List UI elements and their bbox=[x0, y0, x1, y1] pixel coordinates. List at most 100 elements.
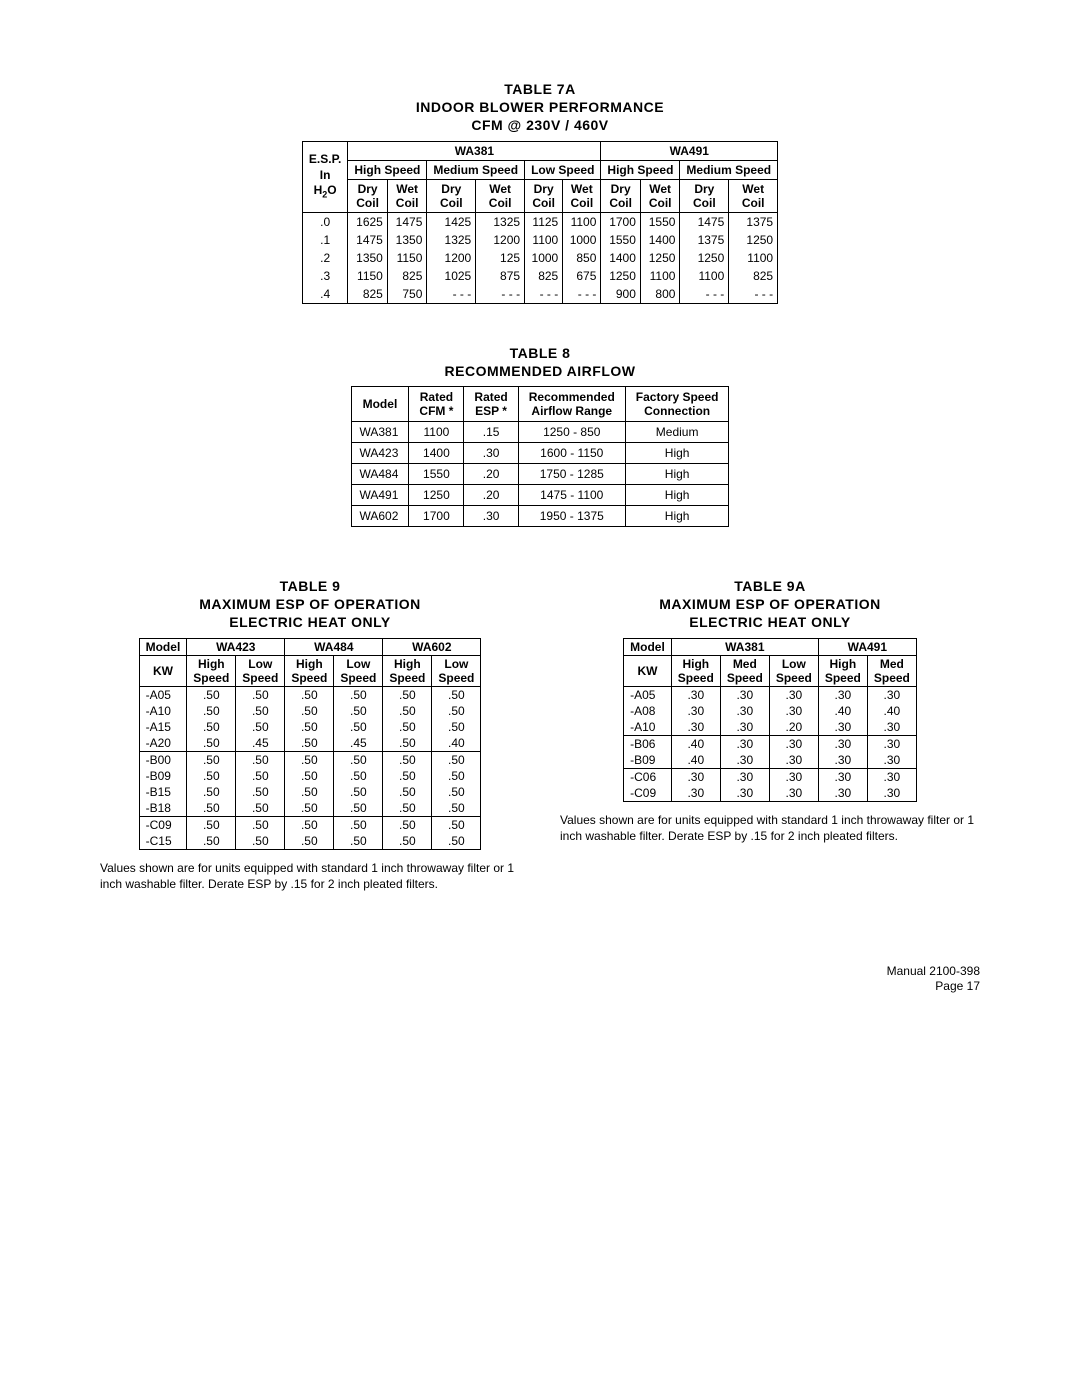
esp-cell: .30 bbox=[720, 703, 769, 719]
cfm-value: 1250 bbox=[640, 249, 680, 267]
table7a-title-1: TABLE 7A bbox=[100, 80, 980, 98]
table8-cell: WA423 bbox=[351, 442, 409, 463]
esp-cell: .30 bbox=[867, 768, 916, 785]
table9a-column: TABLE 9A MAXIMUM ESP OF OPERATION ELECTR… bbox=[560, 577, 980, 856]
cfm-value: 750 bbox=[387, 285, 427, 304]
table8-title-1: TABLE 8 bbox=[100, 344, 980, 362]
esp-cell: .30 bbox=[769, 752, 818, 769]
table8-cell: 1475 - 1100 bbox=[518, 484, 625, 505]
coil-header: DryCoil bbox=[348, 179, 388, 212]
esp-cell: -C06 bbox=[624, 768, 672, 785]
esp-cell: .30 bbox=[818, 735, 867, 752]
esp-cell: -B15 bbox=[139, 784, 187, 800]
table7a-title-3: CFM @ 230V / 460V bbox=[100, 116, 980, 134]
cfm-value: 1375 bbox=[729, 212, 778, 231]
esp-cell: .50 bbox=[285, 816, 334, 833]
cfm-value: 1475 bbox=[680, 212, 729, 231]
esp-cell: .30 bbox=[671, 686, 720, 703]
esp-cell: .30 bbox=[671, 703, 720, 719]
cfm-value: 825 bbox=[348, 285, 388, 304]
esp-cell: .50 bbox=[285, 800, 334, 817]
esp-cell: -B00 bbox=[139, 751, 187, 768]
esp-cell: .40 bbox=[867, 703, 916, 719]
esp-cell: .50 bbox=[285, 768, 334, 784]
esp-cell: .50 bbox=[187, 719, 236, 735]
esp-cell: .50 bbox=[334, 751, 383, 768]
esp-cell: .50 bbox=[236, 784, 285, 800]
table-8: ModelRatedCFM *RatedESP *RecommendedAirf… bbox=[351, 386, 730, 527]
table-row: -C15.50.50.50.50.50.50 bbox=[139, 833, 481, 850]
speed-col: High Speed bbox=[601, 160, 680, 179]
table8-header: Model bbox=[351, 386, 409, 421]
esp-cell: .50 bbox=[334, 833, 383, 850]
speed-header: LowSpeed bbox=[769, 655, 818, 686]
table8-cell: High bbox=[625, 484, 729, 505]
cfm-value: 1250 bbox=[729, 231, 778, 249]
table8-cell: 1250 bbox=[409, 484, 464, 505]
esp-cell: .30 bbox=[720, 785, 769, 802]
esp-cell: .50 bbox=[187, 703, 236, 719]
cfm-value: 1150 bbox=[348, 267, 388, 285]
cfm-value: 1700 bbox=[601, 212, 641, 231]
coil-header: WetCoil bbox=[476, 179, 525, 212]
cfm-value: 1025 bbox=[427, 267, 476, 285]
cfm-value: 1400 bbox=[640, 231, 680, 249]
cfm-value: - - - bbox=[476, 285, 525, 304]
model-col: WA491 bbox=[818, 638, 916, 655]
cfm-value: 875 bbox=[476, 267, 525, 285]
cfm-value: 825 bbox=[525, 267, 563, 285]
cfm-value: 850 bbox=[563, 249, 601, 267]
table9-note: Values shown are for units equipped with… bbox=[100, 860, 520, 892]
table8-cell: Medium bbox=[625, 421, 729, 442]
esp-cell: .30 bbox=[720, 735, 769, 752]
esp-cell: .50 bbox=[236, 703, 285, 719]
kw-header: KW bbox=[139, 655, 187, 686]
cfm-value: 1100 bbox=[680, 267, 729, 285]
table9a-note: Values shown are for units equipped with… bbox=[560, 812, 980, 844]
esp-cell: .40 bbox=[432, 735, 481, 752]
table8-cell: 1950 - 1375 bbox=[518, 505, 625, 526]
coil-header: DryCoil bbox=[525, 179, 563, 212]
speed-header: LowSpeed bbox=[334, 655, 383, 686]
table8-cell: 1600 - 1150 bbox=[518, 442, 625, 463]
esp-value: .4 bbox=[302, 285, 347, 304]
table8-cell: 1700 bbox=[409, 505, 464, 526]
cfm-value: 1625 bbox=[348, 212, 388, 231]
esp-cell: .50 bbox=[187, 686, 236, 703]
table-row: -A05.30.30.30.30.30 bbox=[624, 686, 917, 703]
esp-cell: .30 bbox=[867, 752, 916, 769]
speed-col: Low Speed bbox=[525, 160, 601, 179]
table-row: -C06.30.30.30.30.30 bbox=[624, 768, 917, 785]
table8-cell: 1100 bbox=[409, 421, 464, 442]
cfm-value: 1375 bbox=[680, 231, 729, 249]
esp-cell: -A10 bbox=[139, 703, 187, 719]
esp-cell: -B09 bbox=[139, 768, 187, 784]
model-col: WA602 bbox=[383, 638, 481, 655]
esp-cell: .30 bbox=[720, 686, 769, 703]
esp-cell: .30 bbox=[818, 785, 867, 802]
esp-cell: .50 bbox=[432, 800, 481, 817]
table-9a: ModelWA381WA491KWHighSpeedMedSpeedLowSpe… bbox=[623, 638, 917, 802]
esp-cell: .50 bbox=[383, 719, 432, 735]
cfm-value: 1425 bbox=[427, 212, 476, 231]
cfm-value: 825 bbox=[387, 267, 427, 285]
cfm-value: - - - bbox=[680, 285, 729, 304]
table8-cell: High bbox=[625, 505, 729, 526]
esp-cell: .50 bbox=[285, 784, 334, 800]
model-header: Model bbox=[624, 638, 672, 655]
table9a-title-3: ELECTRIC HEAT ONLY bbox=[560, 613, 980, 631]
table8-header: RecommendedAirflow Range bbox=[518, 386, 625, 421]
coil-header: DryCoil bbox=[680, 179, 729, 212]
esp-cell: .50 bbox=[383, 751, 432, 768]
table-row: -C09.50.50.50.50.50.50 bbox=[139, 816, 481, 833]
table8-header: RatedCFM * bbox=[409, 386, 464, 421]
esp-cell: -C09 bbox=[139, 816, 187, 833]
model-col: WA423 bbox=[187, 638, 285, 655]
cfm-value: 1550 bbox=[601, 231, 641, 249]
coil-header: WetCoil bbox=[563, 179, 601, 212]
esp-cell: -A08 bbox=[624, 703, 672, 719]
speed-header: HighSpeed bbox=[383, 655, 432, 686]
esp-cell: .50 bbox=[236, 833, 285, 850]
esp-cell: .50 bbox=[432, 768, 481, 784]
esp-cell: .45 bbox=[236, 735, 285, 752]
